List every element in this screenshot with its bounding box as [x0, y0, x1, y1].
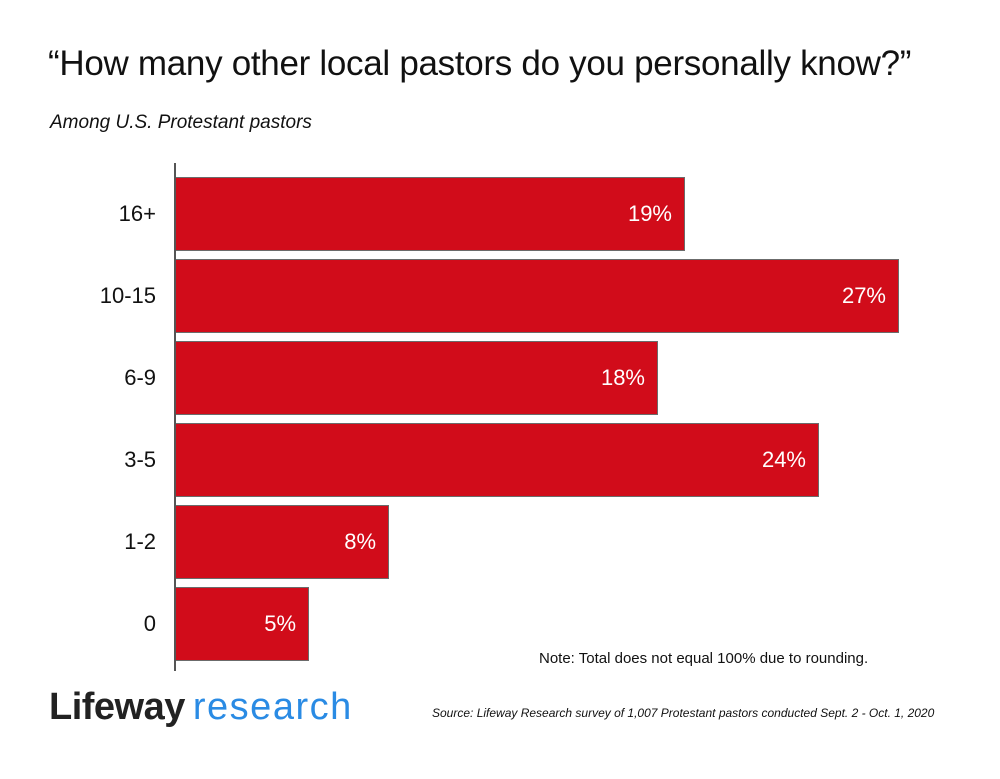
lifeway-research-logo: Lifeway research: [49, 686, 353, 729]
bar-10-15: 27%: [176, 259, 899, 333]
bar-0: 5%: [176, 587, 309, 661]
bar-value-label: 27%: [841, 283, 886, 308]
category-label: 1-2: [124, 529, 156, 554]
bar-3-5: 24%: [176, 423, 819, 497]
bar-6-9: 18%: [176, 341, 658, 415]
bar-value-label: 8%: [344, 529, 376, 554]
category-label: 0: [143, 611, 156, 636]
y-axis-line: [174, 163, 176, 671]
rounding-note: Note: Total does not equal 100% due to r…: [539, 650, 869, 667]
bar-16-plus: 19%: [176, 177, 685, 251]
bar-value-label: 18%: [600, 365, 645, 390]
bar-value-label: 19%: [627, 201, 672, 226]
chart-subtitle: Among U.S. Protestant pastors: [50, 112, 312, 133]
logo-research: research: [192, 686, 353, 728]
bar-value-label: 24%: [761, 447, 806, 472]
category-label: 10-15: [99, 283, 156, 308]
logo-brand: Lifeway: [49, 686, 185, 728]
chart-title: “How many other local pastors do you per…: [48, 44, 912, 83]
category-label: 16+: [118, 201, 156, 226]
source-note: Source: Lifeway Research survey of 1,007…: [432, 706, 935, 720]
bar-1-2: 8%: [176, 505, 389, 579]
category-label: 3-5: [124, 447, 156, 472]
bar-value-label: 5%: [264, 611, 296, 636]
category-label: 6-9: [124, 365, 156, 390]
